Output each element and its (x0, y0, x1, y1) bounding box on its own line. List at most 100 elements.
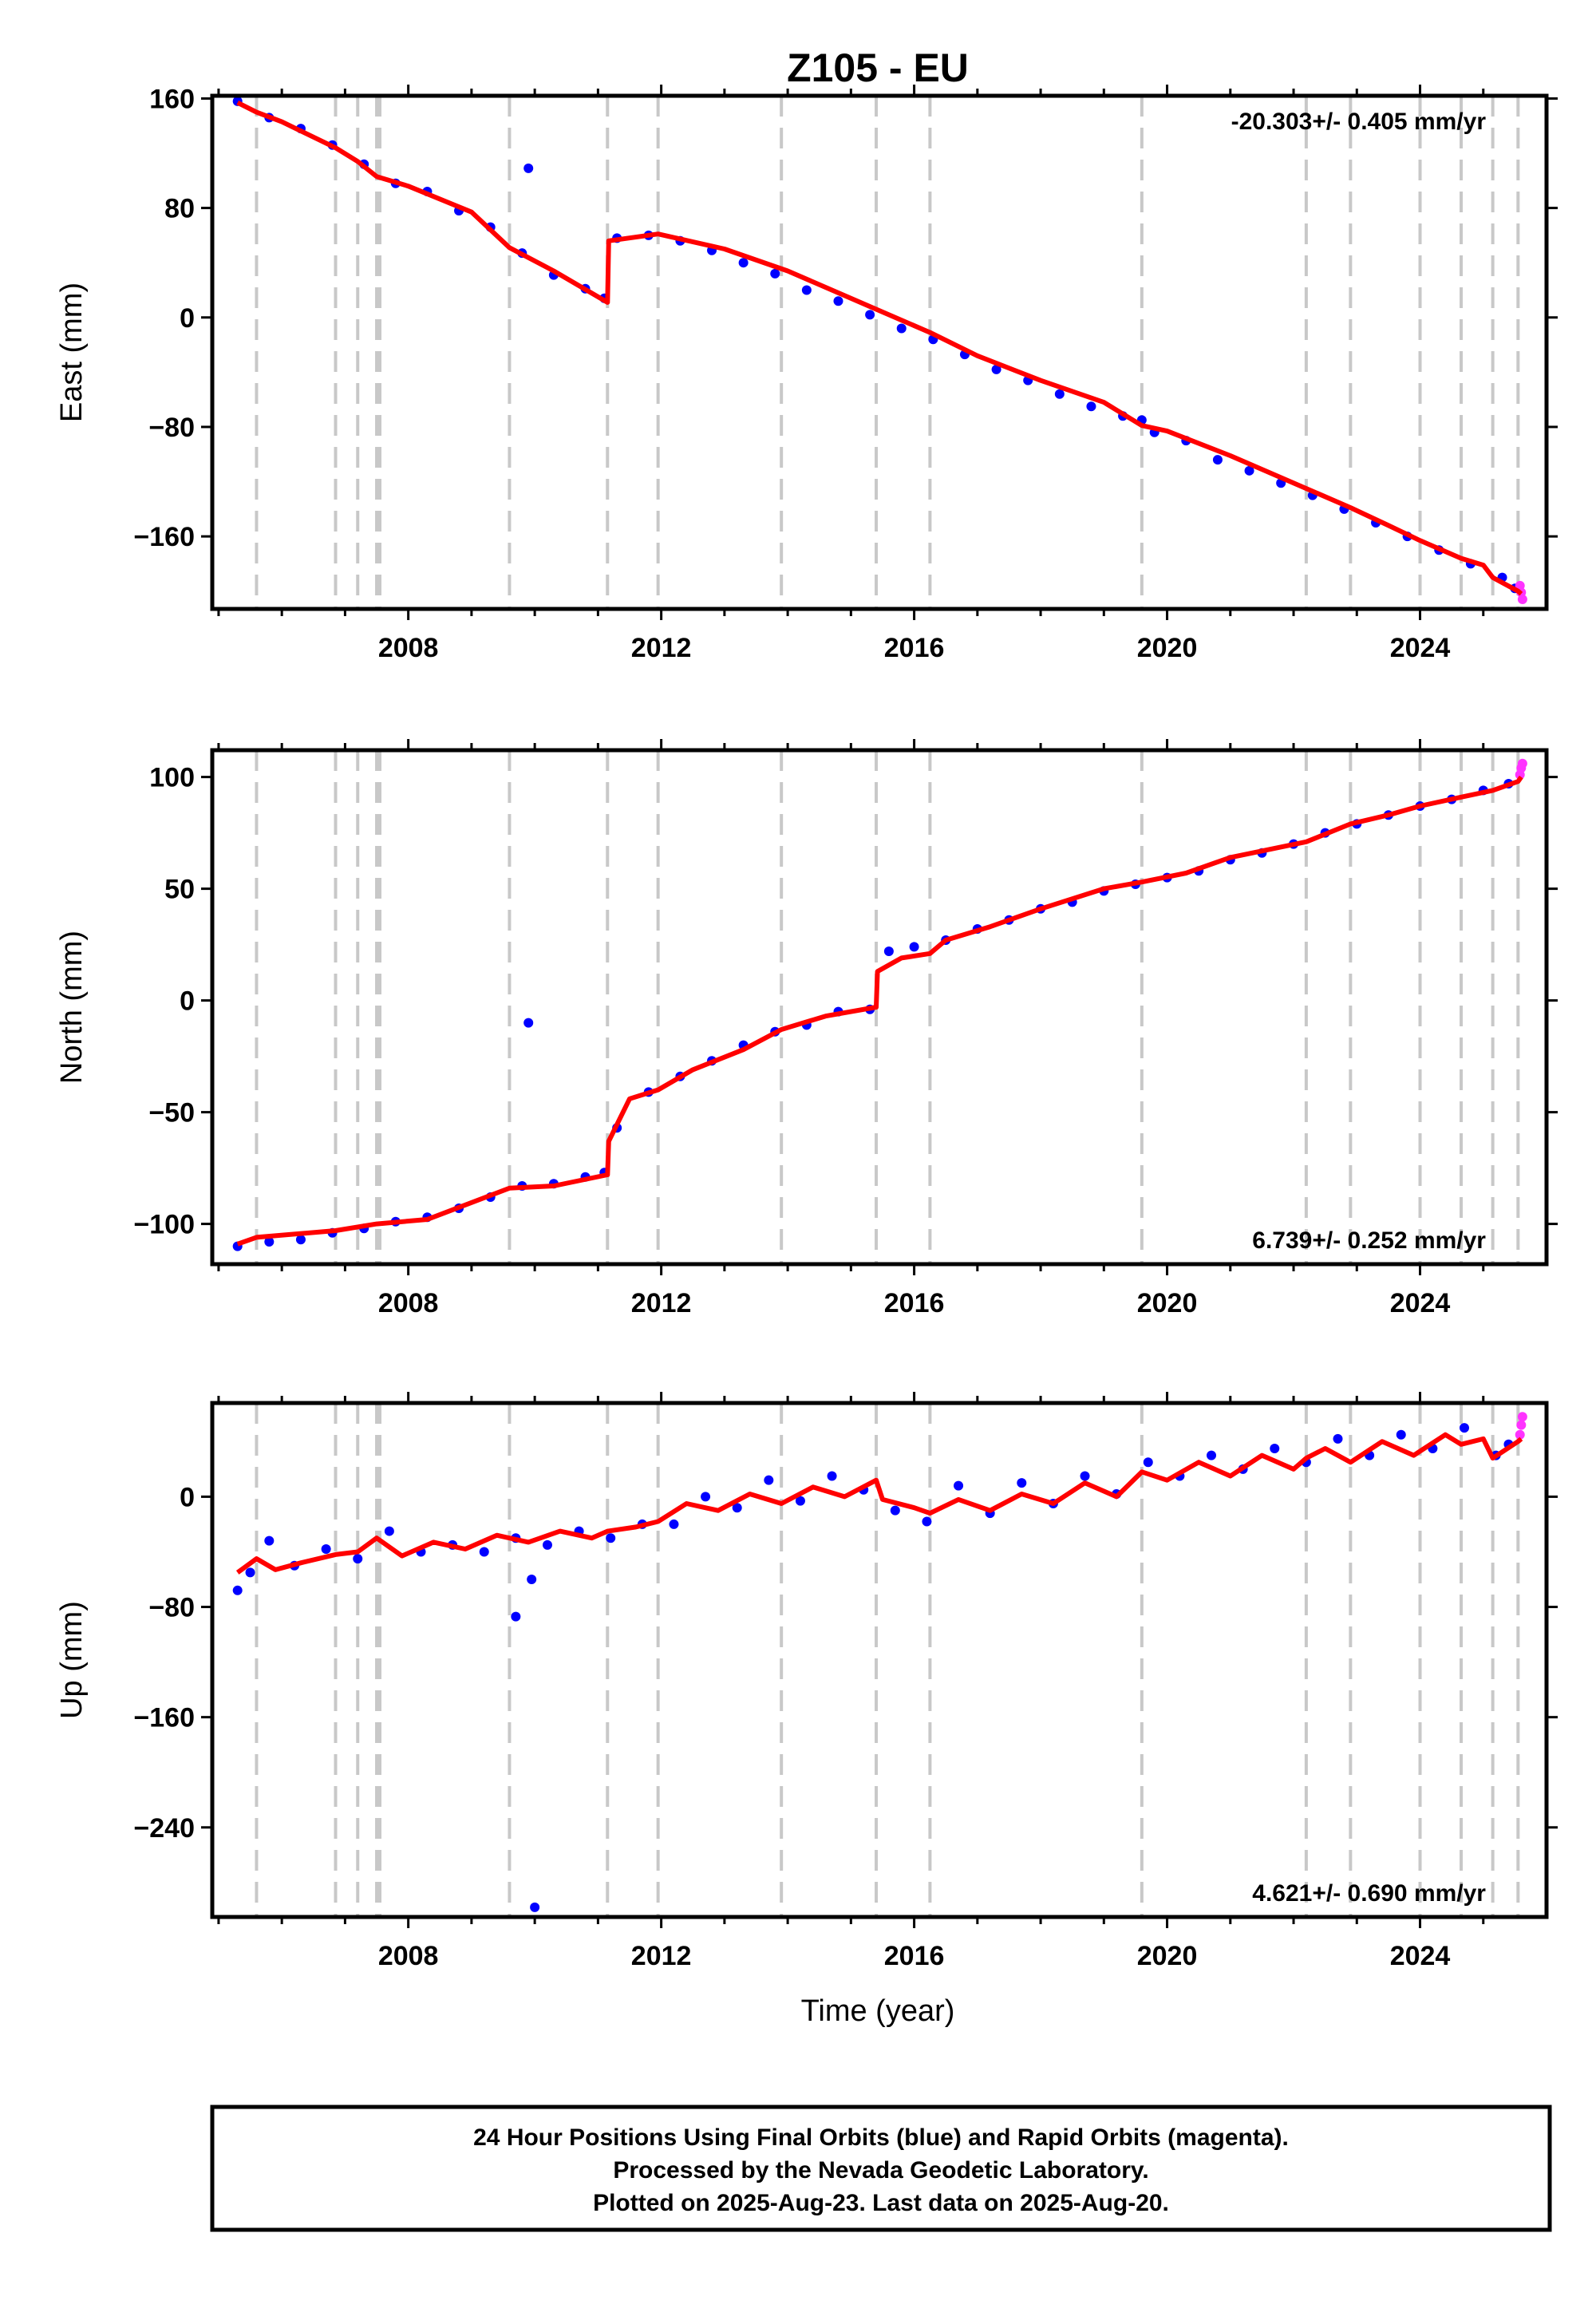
x-tick-label: 2024 (1390, 1941, 1451, 1971)
panel-frame (210, 93, 1549, 611)
rapid-orbit-point (1515, 1429, 1525, 1440)
footer-line-2: Processed by the Nevada Geodetic Laborat… (613, 2157, 1148, 2184)
final-orbit-point (232, 1585, 243, 1595)
rate-label: 4.621+/- 0.690 mm/yr (1252, 1880, 1486, 1907)
final-orbit-point (1244, 465, 1254, 476)
final-orbit-point (1459, 1423, 1469, 1433)
plot-area (232, 96, 1527, 609)
panel-3: 0 −80 −160 −240 2008 2012 2016 2020 2024 Up (mm) 4… (55, 1392, 1558, 1971)
final-orbit-point (1207, 1450, 1217, 1460)
final-orbit-point (264, 1535, 275, 1546)
rapid-orbit-point (1517, 1412, 1527, 1422)
y-axis-label: East (mm) (55, 283, 89, 422)
footer-line-1: 24 Hour Positions Using Final Orbits (bl… (473, 2124, 1289, 2151)
x-axis-label: Time (year) (801, 1994, 955, 2028)
final-orbit-point (1270, 1443, 1280, 1453)
x-tick-label: 2016 (884, 1288, 945, 1318)
y-axis-label: North (mm) (55, 931, 89, 1084)
model-line (235, 1432, 1523, 1575)
final-orbit-point (606, 1533, 616, 1543)
final-orbit-point (896, 323, 907, 334)
panel-2: 100 50 0 −50 −100 2008 2012 2016 2020 2024 North (… (55, 739, 1558, 1318)
x-tick-label: 2008 (378, 1941, 439, 1971)
x-tick-label: 2012 (631, 1941, 692, 1971)
y-tick-label: −80 (148, 1593, 195, 1623)
final-orbit-point (770, 268, 780, 279)
y-tick-label: −80 (148, 413, 195, 443)
final-orbit-point (669, 1519, 679, 1529)
y-tick-label: −160 (133, 522, 195, 552)
final-orbit-point (1396, 1429, 1406, 1440)
final-orbit-point (321, 1544, 331, 1555)
final-orbit-point (764, 1475, 774, 1485)
x-tick-label: 2008 (378, 633, 439, 663)
x-tick-label: 2020 (1137, 1941, 1198, 1971)
rapid-orbit-point (1517, 758, 1527, 769)
y-tick-label: 80 (164, 194, 195, 224)
x-tick-label: 2012 (631, 633, 692, 663)
final-orbit-point (795, 1496, 805, 1506)
y-tick-label: −100 (133, 1210, 195, 1240)
y-tick-label: −160 (133, 1703, 195, 1733)
x-tick-label: 2016 (884, 1941, 945, 1971)
final-orbit-point (245, 1567, 255, 1578)
plot-area (232, 750, 1527, 1264)
final-orbit-point (883, 947, 894, 956)
final-orbit-point (922, 1516, 932, 1527)
x-tick-label: 2020 (1137, 1288, 1198, 1318)
final-orbit-point (542, 1539, 552, 1550)
panel-frame (210, 1401, 1549, 1919)
final-orbit-point (1086, 401, 1096, 412)
final-orbit-point (511, 1611, 521, 1622)
final-orbit-point (1080, 1471, 1090, 1481)
y-tick-label: −240 (133, 1813, 195, 1844)
chart-title: Z105 - EU (787, 45, 969, 90)
final-orbit-point (295, 1235, 306, 1245)
final-orbit-point (738, 258, 749, 268)
rate-label: 6.739+/- 0.252 mm/yr (1252, 1227, 1486, 1254)
y-tick-label: 0 (180, 1482, 195, 1512)
footer-line-3: Plotted on 2025-Aug-23. Last data on 202… (593, 2190, 1169, 2216)
x-tick-label: 2024 (1390, 1288, 1451, 1318)
rapid-orbit-point (1517, 594, 1527, 604)
panels: 160 80 0 −80 −160 2008 2012 2016 2020 2024 East (m… (55, 84, 1558, 1971)
final-orbit-point (732, 1503, 742, 1513)
final-orbit-point (865, 310, 875, 320)
rapid-orbit-point (1516, 1420, 1527, 1430)
final-orbit-point (353, 1554, 363, 1564)
final-orbit-point (1333, 1433, 1343, 1444)
final-orbit-point (479, 1547, 489, 1557)
final-orbit-point (801, 285, 812, 295)
final-orbit-point (1212, 455, 1223, 465)
x-tick-label: 2020 (1137, 633, 1198, 663)
y-tick-label: 0 (180, 303, 195, 334)
final-orbit-point (1143, 1457, 1153, 1468)
y-tick-label: 160 (149, 84, 195, 114)
final-orbit-point (523, 163, 534, 173)
y-tick-label: 100 (149, 763, 195, 793)
final-orbit-point (1054, 389, 1065, 399)
final-orbit-point (833, 296, 843, 306)
final-orbit-point (530, 1902, 540, 1912)
footer-frame (210, 2105, 1552, 2232)
y-tick-label: −50 (148, 1098, 195, 1128)
final-orbit-point (384, 1526, 394, 1536)
final-orbit-point (264, 1237, 275, 1247)
final-orbit-point (701, 1492, 711, 1502)
x-tick-label: 2016 (884, 633, 945, 663)
x-tick-label: 2024 (1390, 633, 1451, 663)
rate-label: -20.303+/- 0.405 mm/yr (1231, 109, 1487, 135)
final-orbit-point (527, 1574, 537, 1584)
x-tick-label: 2008 (378, 1288, 439, 1318)
y-axis-label: Up (mm) (55, 1601, 89, 1719)
panel-1: 160 80 0 −80 −160 2008 2012 2016 2020 2024 East (m… (55, 84, 1558, 663)
panel-frame (210, 748, 1549, 1267)
final-orbit-point (954, 1480, 964, 1491)
x-tick-label: 2012 (631, 1288, 692, 1318)
y-tick-label: 0 (180, 986, 195, 1017)
final-orbit-point (523, 1018, 534, 1028)
y-tick-label: 50 (164, 875, 195, 905)
final-orbit-point (890, 1505, 900, 1516)
footer-box: 24 Hour Positions Using Final Orbits (bl… (210, 2105, 1552, 2232)
